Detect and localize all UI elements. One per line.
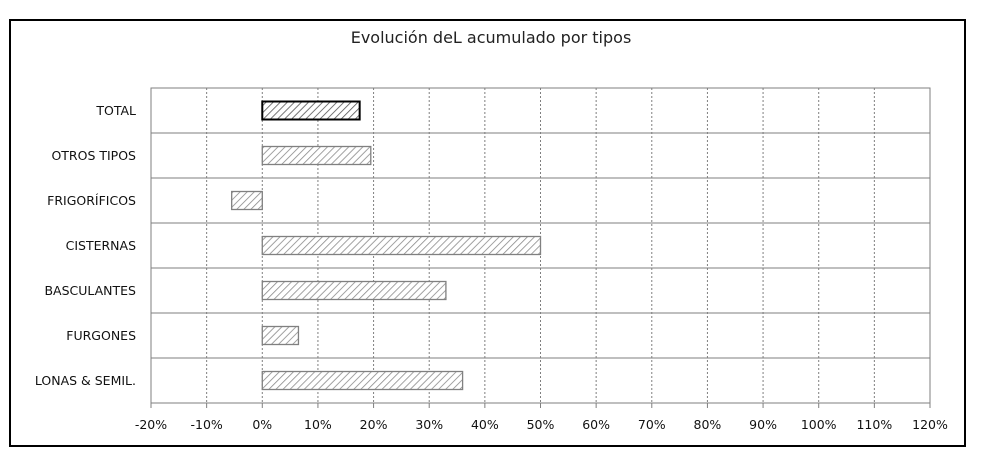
bar-otros-tipos: [261, 145, 372, 166]
x-tick-labels: -20% -10% 0% 10% 20% 30% 40% 50% 60% 70% 80% 90% 100…: [135, 417, 948, 432]
x-tick-label: 80%: [694, 417, 722, 432]
x-tick-label: 20%: [360, 417, 388, 432]
category-label: FRIGORÍFICOS: [47, 193, 136, 208]
x-tick-label: -20%: [135, 417, 167, 432]
bar-basculantes: [261, 280, 447, 301]
category-label: BASCULANTES: [44, 283, 136, 298]
x-tick-label: 110%: [856, 417, 892, 432]
x-tick-label: 30%: [415, 417, 443, 432]
bar-lonas-semil: [261, 370, 464, 391]
x-tick-label: -10%: [190, 417, 222, 432]
x-tick-label: 0%: [252, 417, 272, 432]
category-labels: TOTAL OTROS TIPOS FRIGORÍFICOS CISTERNAS BAS…: [35, 103, 136, 388]
bar-frigor-ficos: [231, 190, 263, 211]
x-tick-label: 10%: [304, 417, 332, 432]
x-tick-label: 50%: [527, 417, 555, 432]
x-tick-label: 120%: [912, 417, 948, 432]
x-tick-label: 60%: [582, 417, 610, 432]
x-tick-label: 70%: [638, 417, 666, 432]
bar-furgones: [261, 325, 300, 346]
x-tick-label: 100%: [801, 417, 837, 432]
bar-total: [261, 100, 361, 121]
chart-frame: [9, 19, 966, 447]
bar-cisternas: [261, 235, 542, 256]
category-label: OTROS TIPOS: [51, 148, 136, 163]
category-label: FURGONES: [66, 328, 136, 343]
bars: [231, 100, 542, 391]
category-label: CISTERNAS: [66, 238, 136, 253]
chart-title: Evolución deL acumulado por tipos: [350, 28, 632, 47]
x-tick-label: 40%: [471, 417, 499, 432]
category-label: TOTAL: [95, 103, 136, 118]
category-label: LONAS & SEMIL.: [35, 373, 136, 388]
x-tick-label: 90%: [749, 417, 777, 432]
